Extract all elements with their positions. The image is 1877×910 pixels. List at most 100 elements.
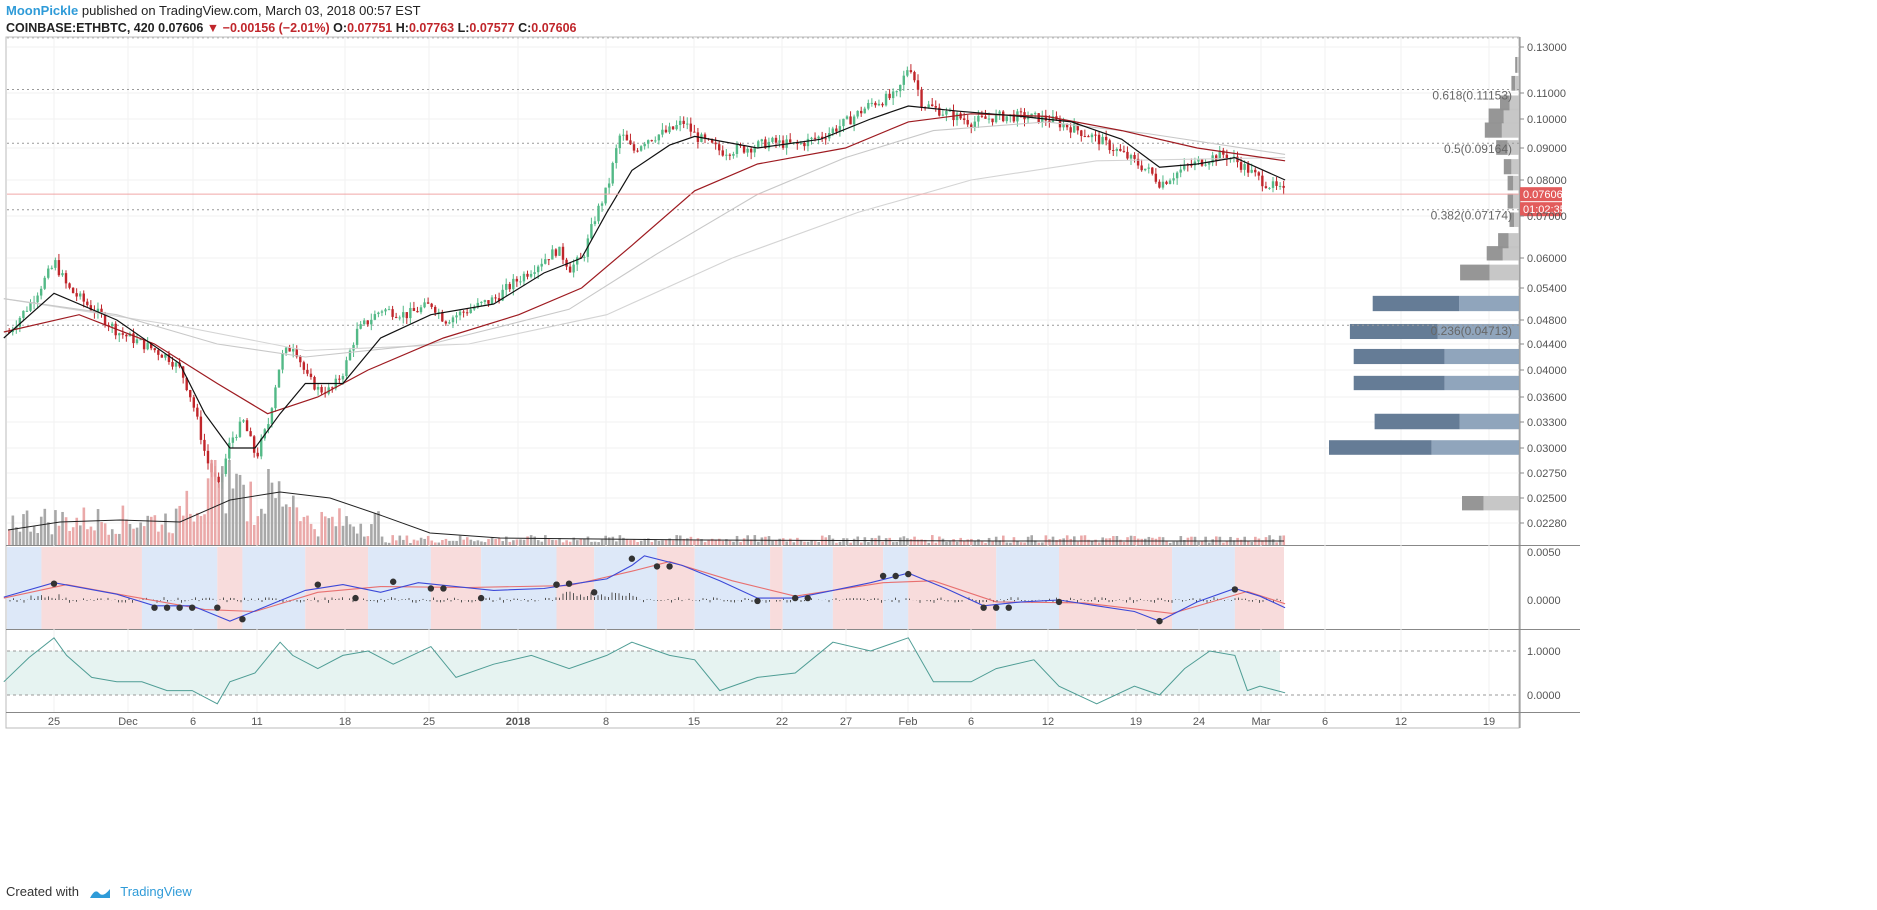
candle: [391, 305, 394, 320]
volume-profile-down: [1508, 233, 1519, 249]
candle-body: [1005, 116, 1008, 122]
tradingview-brand-link[interactable]: TradingView: [120, 884, 192, 899]
candle-body: [867, 102, 870, 109]
volume-bar: [984, 542, 987, 545]
author-link[interactable]: MoonPickle: [6, 3, 79, 18]
candle: [884, 90, 888, 107]
candle: [529, 270, 533, 279]
volume-bar: [377, 511, 380, 545]
candle: [1161, 175, 1165, 190]
candle: [11, 326, 14, 336]
volume-bar: [583, 538, 586, 545]
volume-bar: [696, 538, 700, 545]
candle-body: [451, 317, 455, 323]
volume-profile-up: [1372, 295, 1460, 312]
macd-cross-dot: [1055, 598, 1063, 606]
fibonacci-label: 0.5(0.09164): [1444, 142, 1512, 156]
candle-body: [252, 436, 256, 453]
candle: [650, 139, 653, 142]
candle-body: [519, 281, 522, 283]
candle-body: [1246, 164, 1250, 173]
volume-bar: [654, 539, 657, 545]
volume-bar: [860, 542, 863, 545]
candle-body: [618, 135, 621, 149]
volume-bar: [813, 541, 817, 545]
candle: [189, 389, 192, 402]
candle-body: [888, 93, 891, 99]
volume-bar: [444, 538, 448, 545]
candle-body: [615, 148, 618, 164]
volume-bar: [916, 539, 920, 545]
volume-bar: [157, 531, 160, 545]
volume-bar: [54, 510, 57, 545]
volume-profile-bar: [1329, 440, 1519, 455]
volume-bar: [604, 535, 607, 545]
macd-background-region: [242, 547, 306, 629]
volume-bar: [1154, 538, 1158, 545]
candle: [54, 257, 57, 271]
candle-body: [1179, 169, 1182, 173]
candle-body: [565, 259, 568, 267]
time-axis-label: 18: [339, 716, 351, 728]
volume-bar: [536, 540, 540, 545]
macd-background-region: [41, 547, 142, 629]
candle-body: [1026, 117, 1030, 120]
volume-bar: [824, 537, 828, 545]
candle-body: [146, 342, 149, 350]
candle-body: [955, 113, 959, 121]
last-price: 0.07606: [158, 21, 204, 35]
candle-body: [79, 293, 82, 297]
candle-body: [348, 350, 352, 361]
volume-bar: [959, 537, 962, 545]
volume-bar: [242, 484, 245, 545]
macd-background-region: [908, 547, 997, 629]
volume-profile-up: [1498, 233, 1509, 249]
volume-profile-down: [1515, 75, 1519, 91]
volume-bar: [43, 508, 47, 545]
volume-profile-bar: [1484, 122, 1519, 138]
candle-body: [292, 348, 295, 352]
volume-bar: [1090, 541, 1094, 545]
candle-body: [973, 121, 976, 128]
candle-body: [1129, 154, 1133, 159]
candle-body: [611, 163, 614, 184]
volume-bars: [8, 460, 1286, 545]
candle-body: [753, 147, 756, 153]
candle-body: [1019, 111, 1023, 113]
price-axis-label: 0.03300: [1527, 417, 1567, 429]
volume-bar: [224, 513, 228, 545]
volume-bar: [114, 533, 118, 545]
volume-bar: [142, 526, 146, 545]
candle: [639, 145, 643, 152]
candle-body: [231, 437, 235, 443]
volume-bar: [778, 538, 781, 545]
candle: [1087, 134, 1090, 138]
low-value: 0.07577: [469, 21, 515, 35]
candle: [629, 133, 632, 146]
macd-cross-dot: [905, 570, 912, 578]
candle: [409, 302, 412, 324]
volume-bar: [1041, 542, 1044, 545]
candle-body: [1147, 167, 1150, 169]
candle-body: [1250, 169, 1253, 173]
volume-bar: [501, 541, 505, 545]
volume-profile-down: [1513, 193, 1519, 209]
candle-body: [1172, 178, 1175, 181]
candle: [934, 100, 937, 112]
candle-body: [167, 354, 171, 362]
volume-bar: [952, 539, 955, 545]
candle-body: [987, 118, 991, 120]
volume-bar: [891, 542, 895, 545]
volume-bar: [299, 521, 302, 545]
volume-bar: [441, 540, 444, 545]
candle-body: [89, 305, 93, 311]
candle: [245, 418, 249, 432]
volume-bar: [700, 539, 703, 545]
time-axis-label: 24: [1193, 716, 1205, 728]
candle-body: [121, 333, 124, 335]
candle: [86, 298, 89, 307]
volume-bar: [664, 539, 668, 545]
candle: [370, 313, 373, 331]
candle-body: [75, 293, 78, 297]
